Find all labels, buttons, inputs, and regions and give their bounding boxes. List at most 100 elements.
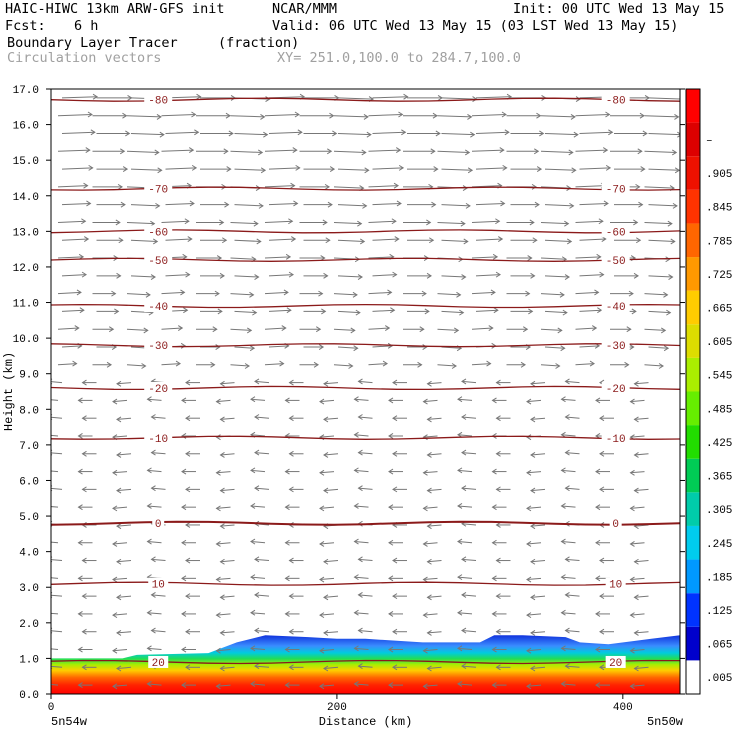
wind-vector — [319, 399, 335, 403]
wind-vector — [634, 595, 649, 598]
wind-vector-head — [388, 682, 394, 689]
contour-label: -50 — [606, 256, 626, 268]
wind-vector-head — [392, 593, 398, 600]
wind-vector-head — [288, 486, 294, 493]
wind-vector — [471, 185, 502, 188]
wind-vector-head — [426, 452, 432, 458]
wind-vector-head — [357, 592, 363, 598]
wind-vector — [333, 221, 362, 225]
wind-vector-head — [658, 363, 664, 369]
contour-label: -50 — [148, 256, 168, 268]
wind-vector-head — [348, 363, 354, 369]
wind-vector — [151, 630, 166, 633]
wind-vector-head — [392, 557, 398, 564]
wind-vector-head — [284, 504, 290, 511]
wind-vector — [526, 506, 542, 509]
wind-vector-head — [44, 575, 48, 580]
wind-vector — [648, 204, 677, 207]
wind-vector — [565, 380, 580, 384]
wind-vector-head — [185, 486, 191, 493]
wind-vector-head — [155, 202, 161, 209]
wind-vector-head — [388, 504, 394, 511]
wind-vector-head — [601, 236, 607, 242]
wind-vector-head — [394, 236, 400, 242]
wind-vector-head — [260, 167, 267, 174]
wind-vector — [471, 256, 498, 259]
wind-vector-head — [214, 290, 220, 297]
colorbar-label: .725 — [706, 270, 732, 282]
wind-vector-head — [116, 452, 122, 458]
wind-vector-head — [318, 290, 324, 297]
wind-vector — [475, 274, 501, 277]
wind-vector-head — [250, 609, 256, 616]
wind-vector-head — [633, 665, 639, 672]
wind-vector — [165, 131, 199, 134]
wind-vector — [354, 683, 369, 686]
wind-vector — [457, 505, 473, 508]
x-axis-label: Distance (km) — [319, 715, 413, 729]
wind-vector-head — [504, 129, 510, 136]
wind-vector-head — [81, 415, 87, 422]
wind-vector-head — [141, 363, 147, 369]
wind-vector — [323, 631, 339, 634]
wind-vector — [634, 560, 649, 563]
wind-vector-head — [589, 360, 595, 367]
wind-vector-head — [595, 575, 601, 582]
colorbar-label: .785 — [706, 236, 732, 248]
contour-label-bg — [144, 300, 173, 313]
wind-vector-head — [81, 593, 87, 600]
wind-vector — [57, 149, 90, 152]
wind-vector — [565, 630, 580, 633]
contour-label-bg — [144, 182, 173, 195]
wind-vector-head — [196, 93, 202, 100]
wind-vector-head — [451, 363, 457, 369]
colorbar-label: .845 — [706, 203, 732, 215]
y-tick-label: 12.0 — [13, 263, 39, 275]
wind-vector-head — [633, 416, 639, 423]
wind-vector-head — [530, 487, 536, 494]
wind-vector-head — [357, 627, 363, 634]
wind-vector-head — [215, 344, 221, 350]
colorbar-swatch — [686, 660, 700, 694]
wind-vector-head — [491, 575, 497, 582]
wind-vector — [51, 594, 63, 597]
wind-vector-head — [560, 467, 566, 474]
wind-vector-head — [254, 378, 260, 385]
wind-vector-head — [219, 665, 225, 672]
wind-vector-head — [112, 612, 118, 619]
wind-vector — [475, 238, 503, 241]
contour-label-bg — [601, 381, 630, 394]
wind-vector-head — [116, 523, 122, 530]
wind-vector — [161, 220, 189, 223]
wind-vector-head — [260, 113, 266, 120]
wind-vector — [358, 452, 373, 455]
wind-vector-head — [353, 609, 359, 616]
wind-vector — [116, 417, 132, 420]
wind-vector — [126, 221, 155, 225]
wind-vector-head — [122, 112, 128, 119]
wind-vector-head — [288, 557, 294, 564]
wind-vector — [648, 275, 673, 278]
contour-label: -70 — [606, 185, 626, 197]
wind-vector — [51, 399, 59, 401]
wind-vector-head — [183, 307, 189, 314]
wind-vector — [57, 256, 84, 259]
wind-vector — [427, 666, 442, 670]
y-tick-label: 11.0 — [13, 299, 39, 311]
wind-vector — [126, 150, 159, 153]
contour-label-bg — [152, 517, 165, 530]
wind-vector — [575, 256, 601, 259]
wind-vector-head — [530, 380, 536, 387]
wind-vector-head — [422, 576, 428, 583]
wind-vector — [644, 115, 679, 118]
contour-label-bg — [144, 431, 173, 444]
wind-vector — [561, 398, 576, 401]
contour-label: -60 — [606, 227, 626, 239]
contour-label: -70 — [148, 185, 168, 197]
wind-vector-head — [145, 291, 151, 298]
wind-vector-head — [217, 308, 223, 315]
contour-label: -10 — [606, 434, 626, 446]
wind-vector-head — [666, 309, 672, 316]
wind-vector-head — [599, 628, 605, 635]
wind-vector — [423, 399, 438, 403]
